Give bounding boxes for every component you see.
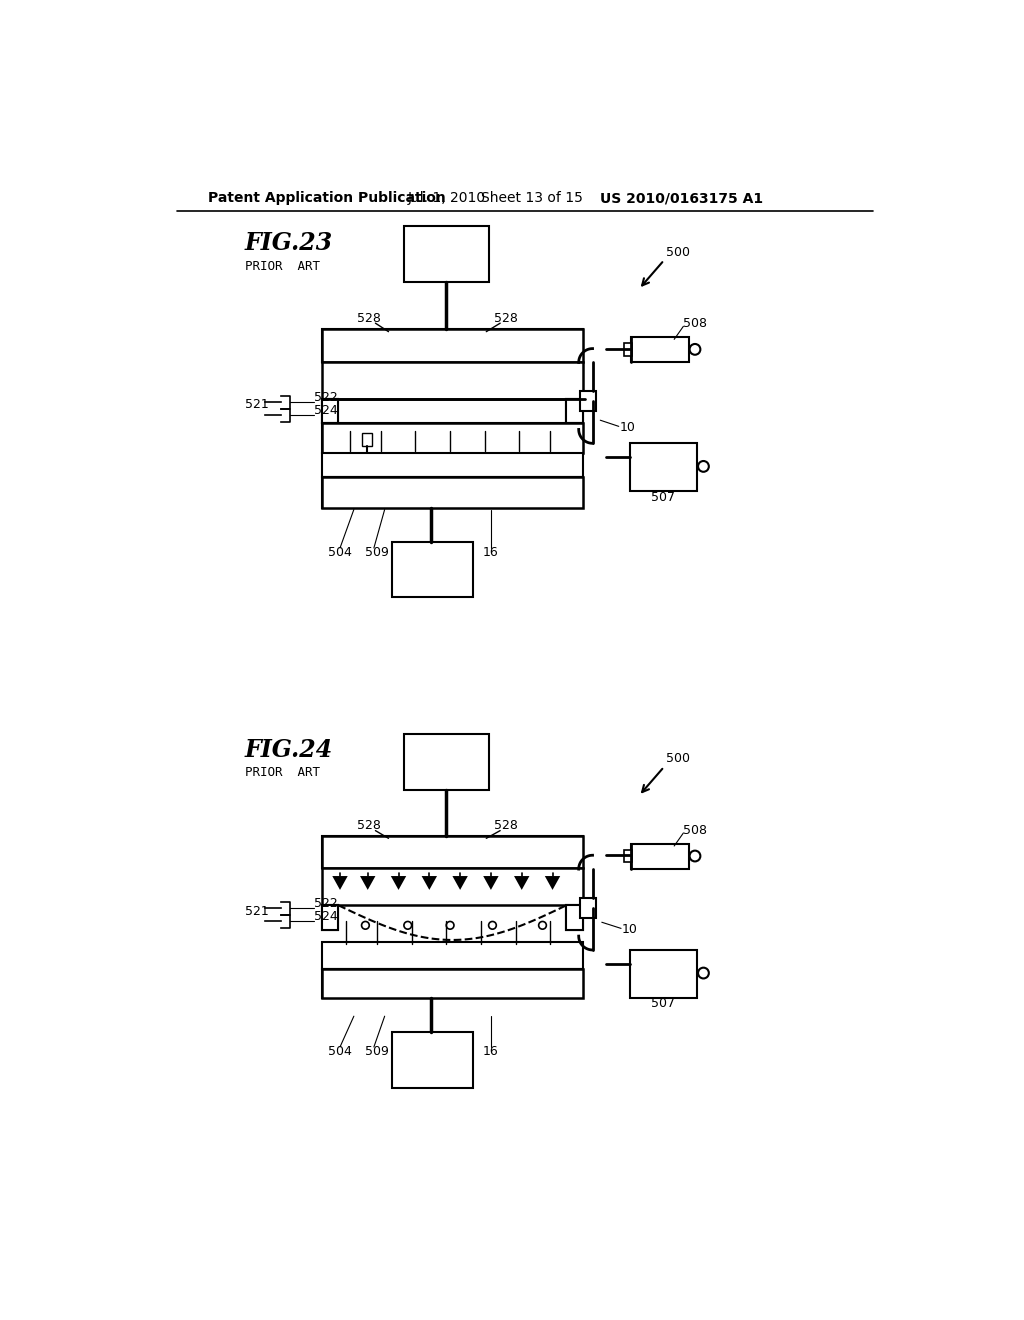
Text: 507: 507: [651, 998, 676, 1010]
Text: 16: 16: [483, 1045, 499, 1059]
Bar: [581, 898, 596, 917]
Polygon shape: [422, 876, 437, 890]
Polygon shape: [545, 876, 560, 890]
Polygon shape: [333, 876, 348, 890]
Bar: [566, 906, 584, 929]
Text: 10: 10: [620, 421, 635, 434]
Text: 528: 528: [357, 312, 381, 325]
Text: 524: 524: [313, 404, 338, 417]
Bar: [322, 424, 584, 453]
Text: 509: 509: [365, 1045, 389, 1059]
Bar: [322, 362, 584, 399]
Bar: [566, 399, 584, 424]
Text: 504: 504: [328, 1045, 352, 1059]
Bar: [581, 391, 596, 411]
Bar: [322, 478, 584, 508]
Text: FIG.23: FIG.23: [245, 231, 333, 255]
Text: 500: 500: [666, 752, 690, 766]
Bar: [322, 969, 584, 998]
Polygon shape: [483, 876, 499, 890]
Bar: [322, 399, 339, 424]
Text: 524: 524: [313, 911, 338, 924]
Bar: [631, 337, 689, 363]
Text: 521: 521: [245, 906, 268, 917]
Text: 507: 507: [651, 491, 676, 504]
Bar: [631, 843, 689, 869]
Bar: [322, 330, 584, 362]
Bar: [630, 444, 697, 491]
Bar: [566, 906, 584, 929]
Bar: [392, 1032, 473, 1088]
Polygon shape: [391, 876, 407, 890]
Polygon shape: [453, 876, 468, 890]
Bar: [322, 836, 584, 869]
Polygon shape: [514, 876, 529, 890]
Text: 509: 509: [365, 546, 389, 560]
Bar: [322, 869, 584, 906]
Bar: [322, 942, 584, 969]
Text: Jul. 1, 2010: Jul. 1, 2010: [408, 191, 485, 206]
Bar: [625, 850, 632, 862]
Text: Sheet 13 of 15: Sheet 13 of 15: [481, 191, 583, 206]
Polygon shape: [360, 876, 376, 890]
Bar: [322, 424, 584, 453]
Bar: [403, 734, 488, 789]
Text: Patent Application Publication: Patent Application Publication: [208, 191, 445, 206]
Bar: [625, 343, 632, 355]
Text: FIG.24: FIG.24: [245, 738, 333, 762]
Text: 528: 528: [495, 818, 518, 832]
Bar: [322, 399, 339, 424]
Bar: [322, 478, 584, 508]
Text: 528: 528: [357, 818, 381, 832]
Text: 522: 522: [313, 898, 338, 911]
Bar: [322, 330, 584, 362]
Bar: [322, 906, 339, 929]
Bar: [361, 433, 373, 446]
Text: 16: 16: [483, 546, 499, 560]
Bar: [403, 226, 488, 281]
Bar: [322, 453, 584, 478]
Text: PRIOR  ART: PRIOR ART: [245, 767, 319, 779]
Bar: [566, 399, 584, 424]
Bar: [322, 836, 584, 869]
Bar: [322, 969, 584, 998]
Text: 528: 528: [495, 312, 518, 325]
Text: 504: 504: [328, 546, 352, 560]
Bar: [630, 950, 697, 998]
Text: 10: 10: [622, 924, 638, 936]
Text: 521: 521: [245, 399, 268, 412]
Bar: [392, 543, 473, 598]
Text: 500: 500: [666, 246, 690, 259]
Text: 508: 508: [683, 824, 708, 837]
Text: US 2010/0163175 A1: US 2010/0163175 A1: [600, 191, 763, 206]
Text: 508: 508: [683, 317, 708, 330]
Bar: [322, 906, 339, 929]
Text: 522: 522: [313, 391, 338, 404]
Text: PRIOR  ART: PRIOR ART: [245, 260, 319, 273]
